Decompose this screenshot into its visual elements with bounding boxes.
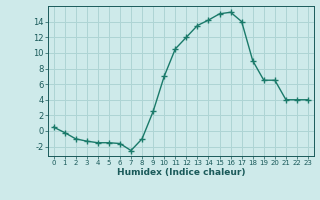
X-axis label: Humidex (Indice chaleur): Humidex (Indice chaleur) [116,168,245,177]
